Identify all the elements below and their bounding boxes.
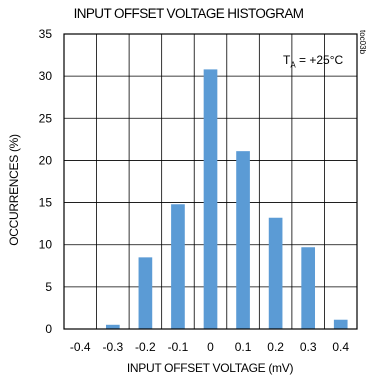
figure-code: toc03b xyxy=(358,30,367,55)
bar xyxy=(138,257,153,329)
y-tick-label: 25 xyxy=(39,111,53,125)
x-tick-label: 0 xyxy=(207,340,214,354)
bar xyxy=(333,319,348,329)
y-axis-label: OCCURRENCES (%) xyxy=(7,134,21,246)
y-tick-label: 10 xyxy=(39,238,53,252)
x-tick-label: -0.3 xyxy=(102,340,123,354)
x-tick-label: 0.3 xyxy=(300,340,317,354)
x-tick-label: 0.1 xyxy=(235,340,252,354)
bar xyxy=(268,217,283,329)
annotation-symbol: T xyxy=(283,53,291,67)
bar xyxy=(301,247,316,329)
x-tick-labels: -0.4 -0.3 -0.2 -0.1 0 0.1 0.2 0.3 0.4 xyxy=(70,340,349,354)
plot-frame xyxy=(63,33,358,330)
y-tick-labels: 0 5 10 15 20 25 30 35 xyxy=(39,27,53,336)
bar xyxy=(236,151,250,329)
bar xyxy=(105,324,120,329)
y-axis-label-wrap: OCCURRENCES (%) xyxy=(4,110,24,270)
x-tick-label: -0.2 xyxy=(135,340,156,354)
x-tick-label: -0.4 xyxy=(70,340,91,354)
x-tick-label: -0.1 xyxy=(168,340,189,354)
y-tick-label: 5 xyxy=(45,280,52,294)
chart-title: INPUT OFFSET VOLTAGE HISTOGRAM xyxy=(73,6,304,21)
y-tick-label: 35 xyxy=(39,27,53,41)
annotation-subscript: A xyxy=(290,60,296,70)
y-tick-label: 30 xyxy=(39,69,53,83)
annotation-text: = +25°C xyxy=(295,53,344,67)
y-tick-label: 20 xyxy=(39,153,53,167)
y-tick-label: 0 xyxy=(45,322,52,336)
bar xyxy=(203,69,218,330)
bars xyxy=(105,69,348,330)
temperature-annotation: TA = +25°C xyxy=(283,53,343,69)
y-tick-label: 15 xyxy=(39,196,53,210)
x-tick-label: 0.2 xyxy=(267,340,284,354)
x-tick-label: 0.4 xyxy=(332,340,349,354)
x-axis-label: INPUT OFFSET VOLTAGE (mV) xyxy=(126,361,294,375)
bar xyxy=(171,204,185,329)
